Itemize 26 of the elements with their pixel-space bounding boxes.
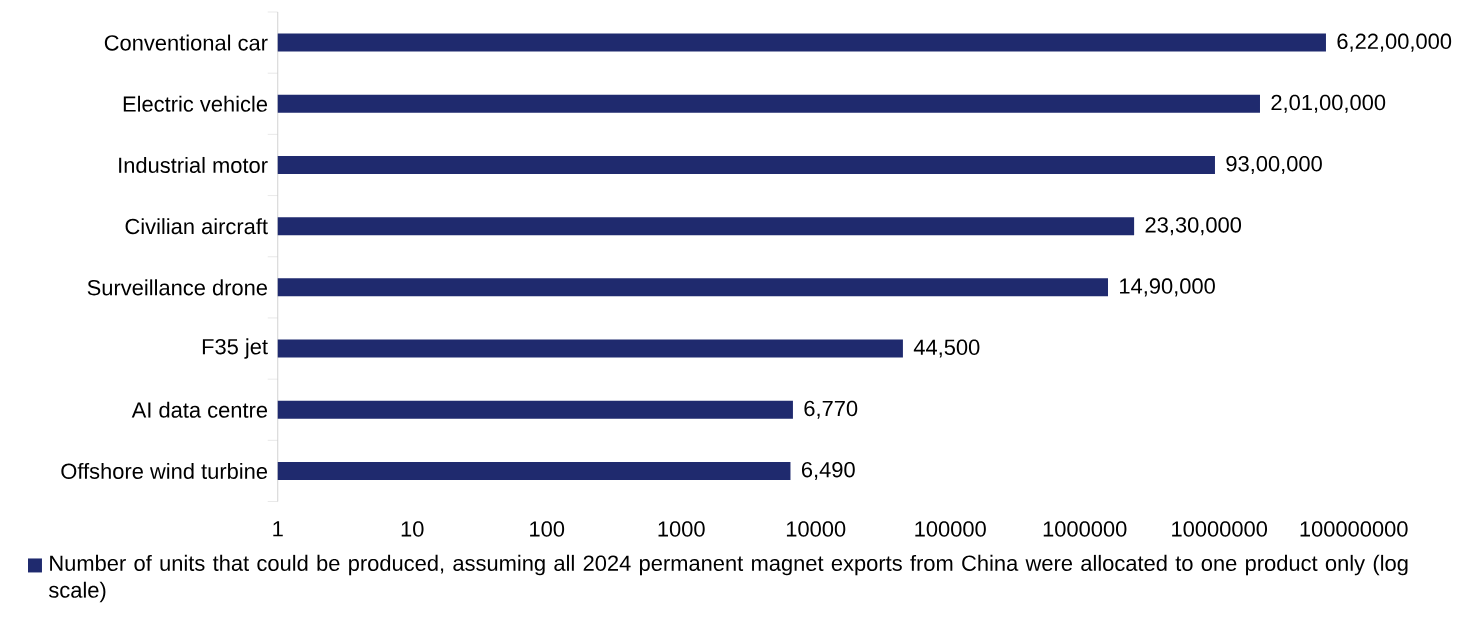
y-tick-label: Surveillance drone <box>87 279 268 296</box>
x-tick-label: 100 <box>530 521 565 537</box>
y-tick-label: Civilian aircraft <box>125 217 268 235</box>
x-tick-label: 10000 <box>786 521 846 537</box>
y-tick-label: Offshore wind turbine <box>61 462 268 479</box>
data-label: 6,490 <box>801 461 855 480</box>
x-tick-label: 1000000 <box>1043 521 1127 537</box>
data-label: 6,770 <box>804 400 858 419</box>
y-tick-label: Industrial motor <box>119 156 268 173</box>
data-label: 23,30,000 <box>1145 216 1242 236</box>
x-tick-label: 10 <box>401 521 424 537</box>
y-tick-label: Conventional car <box>104 34 268 51</box>
y-tick-label: Electric vehicle <box>123 95 268 112</box>
x-tick-label: 100000 <box>915 521 986 537</box>
y-tick-label: F35 jet <box>202 338 268 359</box>
x-tick-label: 100000000 <box>1300 521 1408 537</box>
y-tick-label: AI data centre <box>131 401 268 418</box>
data-label: 2,01,00,000 <box>1271 94 1386 113</box>
x-tick-label: 10000000 <box>1172 521 1268 537</box>
x-tick-label: 1000 <box>658 521 705 537</box>
legend-label: Number of units that could be produced, assuming all 2024 permanent magnet exports from China were allocated to one product only (log scale) <box>48 554 1408 602</box>
data-label: 44,500 <box>913 339 980 358</box>
data-label: 93,00,000 <box>1226 155 1322 174</box>
data-label: 6,22,00,000 <box>1337 33 1452 52</box>
data-label: 14,90,000 <box>1120 278 1215 297</box>
x-tick-label: 1 <box>273 521 283 537</box>
